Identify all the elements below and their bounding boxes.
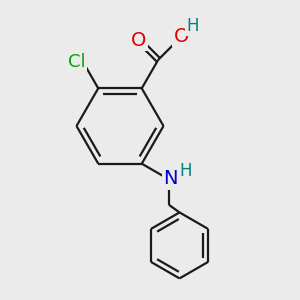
- Text: H: H: [179, 162, 192, 180]
- Text: O: O: [131, 31, 146, 50]
- Text: O: O: [174, 27, 189, 46]
- Text: Cl: Cl: [68, 53, 85, 71]
- Text: N: N: [163, 169, 178, 188]
- Text: H: H: [187, 17, 199, 35]
